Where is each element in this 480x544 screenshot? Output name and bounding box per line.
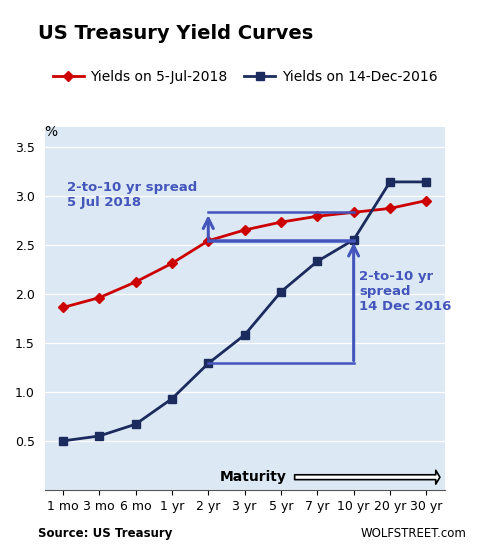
Yields on 5-Jul-2018 [96, 294, 102, 301]
Yields on 14-Dec-2016 [132, 421, 138, 428]
Yields on 5-Jul-2018 [422, 197, 428, 204]
Yields on 5-Jul-2018 [168, 260, 174, 267]
Legend: Yields on 5-Jul-2018, Yields on 14-Dec-2016: Yields on 5-Jul-2018, Yields on 14-Dec-2… [51, 69, 438, 85]
Text: 2-to-10 yr
spread
14 Dec 2016: 2-to-10 yr spread 14 Dec 2016 [359, 270, 451, 313]
Yields on 5-Jul-2018 [277, 219, 283, 225]
Yields on 5-Jul-2018 [386, 205, 392, 212]
Text: 2-to-10 yr spread
5 Jul 2018: 2-to-10 yr spread 5 Jul 2018 [66, 181, 196, 209]
Yields on 5-Jul-2018 [205, 238, 211, 244]
Text: US Treasury Yield Curves: US Treasury Yield Curves [38, 24, 313, 44]
Yields on 14-Dec-2016 [205, 360, 211, 367]
Yields on 14-Dec-2016 [350, 237, 356, 243]
Yields on 5-Jul-2018 [60, 304, 66, 311]
Text: %: % [45, 125, 58, 139]
Text: WOLFSTREET.com: WOLFSTREET.com [360, 528, 466, 541]
Line: Yields on 5-Jul-2018: Yields on 5-Jul-2018 [59, 197, 429, 311]
Yields on 14-Dec-2016 [386, 178, 392, 185]
Yields on 14-Dec-2016 [60, 437, 66, 444]
Yields on 14-Dec-2016 [314, 258, 320, 264]
Yields on 5-Jul-2018 [132, 279, 138, 285]
Yields on 14-Dec-2016 [241, 332, 247, 338]
Yields on 14-Dec-2016 [422, 178, 428, 185]
Yields on 5-Jul-2018 [314, 213, 320, 220]
Yields on 14-Dec-2016 [168, 395, 174, 402]
Text: Source: US Treasury: Source: US Treasury [38, 528, 172, 541]
Yields on 14-Dec-2016 [277, 288, 283, 295]
Yields on 5-Jul-2018 [350, 209, 356, 215]
Text: Maturity: Maturity [219, 470, 286, 484]
Line: Yields on 14-Dec-2016: Yields on 14-Dec-2016 [59, 178, 429, 445]
Yields on 14-Dec-2016 [96, 432, 102, 439]
Yields on 5-Jul-2018 [241, 227, 247, 233]
